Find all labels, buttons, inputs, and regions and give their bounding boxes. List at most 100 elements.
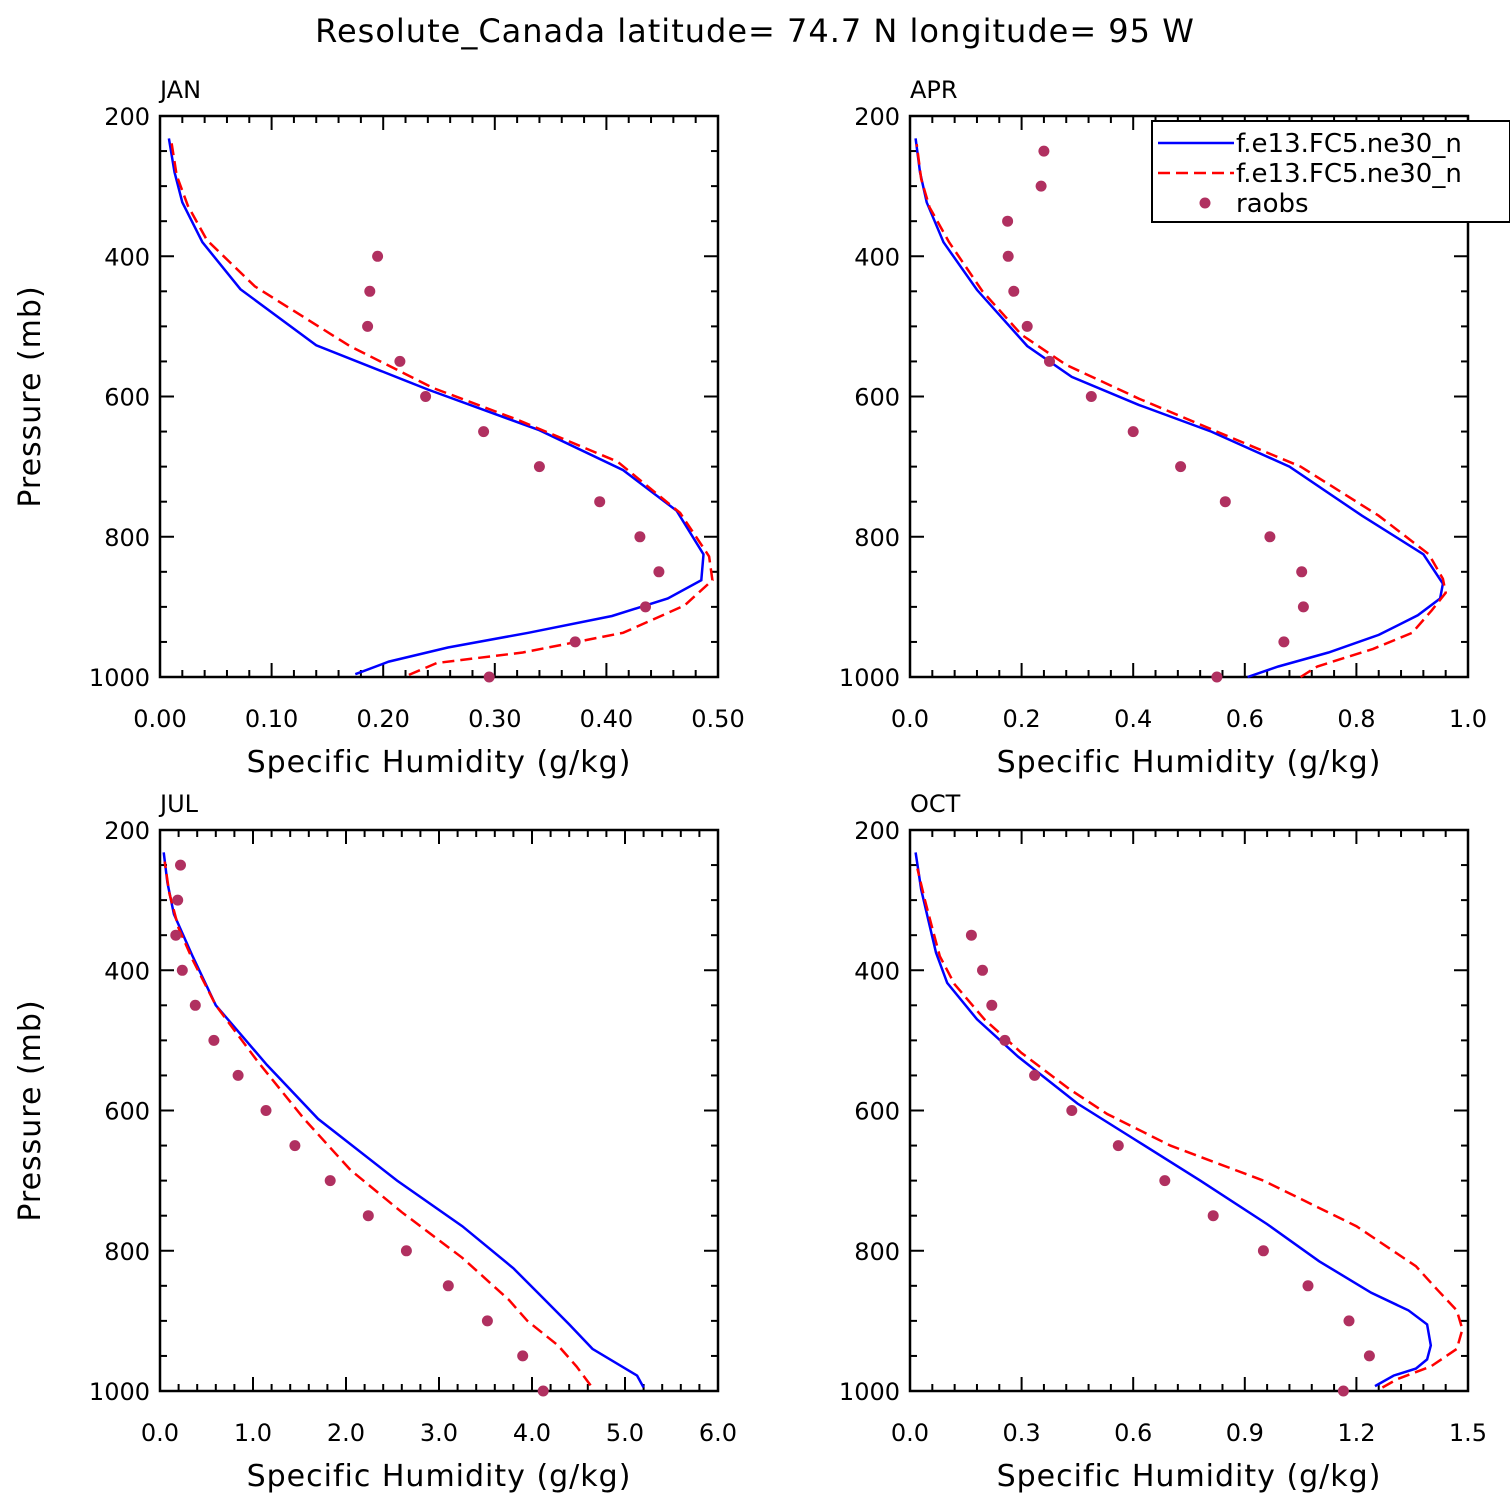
raobs-point [965,929,977,941]
raobs-point [1296,566,1308,578]
x-tick-label: 0.0 [891,705,929,733]
x-axis-label: Specific Humidity (g/kg) [247,1459,632,1494]
raobs-point [1337,1385,1349,1397]
x-tick-label: 6.0 [699,1419,737,1447]
y-tick-label: 800 [854,524,900,552]
raobs-point [1211,671,1223,683]
panel-label: JUL [158,790,199,818]
legend-marker-dot [1199,197,1211,209]
series-line-dashed [169,140,714,677]
y-tick-label: 400 [854,957,900,985]
plot-frame [158,114,720,679]
y-tick-label: 600 [854,384,900,412]
y-tick-label: 1000 [89,1378,150,1406]
y-axis-label: Pressure (mb) [13,285,48,507]
plot-frame [158,828,720,1393]
raobs-point [1035,180,1047,192]
x-tick-label: 0.3 [1003,1419,1041,1447]
raobs-point [1207,1210,1219,1222]
y-tick-label: 600 [104,384,150,412]
raobs-point [394,355,406,367]
raobs-point [362,1210,374,1222]
raobs-point [324,1175,336,1187]
raobs-point [172,894,184,906]
x-axis-label: Specific Humidity (g/kg) [247,745,632,780]
x-tick-label: 1.5 [1449,1419,1487,1447]
x-tick-label: 4.0 [513,1419,551,1447]
raobs-point [289,1140,301,1152]
raobs-point [1297,601,1309,613]
y-tick-label: 1000 [839,1378,900,1406]
panel-apr: APR 200 400 600 800 1000 0.0 0.2 0.4 0.6 0.8 1.0 Spe… [839,76,1487,780]
raobs-point [372,250,384,262]
x-tick-label: 0.10 [245,705,298,733]
raobs-point [481,1315,493,1327]
raobs-point [208,1034,220,1046]
series-line-solid [914,852,1433,1388]
legend-label: f.e13.FC5.ne30_n [1236,159,1462,189]
x-tick-label: 2.0 [327,1419,365,1447]
panel-label: OCT [910,790,961,818]
raobs-point [999,1034,1011,1046]
raobs-point [362,320,374,332]
panel-label: APR [910,76,958,104]
raobs-point [1038,145,1050,157]
x-tick-label: 0.4 [1114,705,1152,733]
y-tick-label: 800 [104,1238,150,1266]
raobs-point [594,496,606,508]
y-tick-label: 200 [854,103,900,131]
x-tick-label: 0.20 [356,705,409,733]
y-tick-label: 1000 [89,664,150,692]
series-line-solid [167,138,705,676]
y-tick-label: 200 [104,817,150,845]
x-tick-label: 1.0 [1449,705,1487,733]
y-tick-label: 600 [104,1098,150,1126]
y-tick-label: 400 [104,957,150,985]
raobs-point [1343,1315,1355,1327]
y-tick-label: 200 [854,817,900,845]
y-tick-label: 400 [104,243,150,271]
raobs-point [189,999,201,1011]
raobs-point [260,1105,272,1116]
raobs-point [537,1385,549,1397]
x-tick-label: 0.50 [691,705,744,733]
x-tick-label: 0.0 [141,1419,179,1447]
raobs-point [1029,1069,1041,1081]
raobs-point [1044,355,1055,367]
series-line-dashed [163,861,592,1387]
raobs-point [1112,1140,1124,1152]
raobs-point [1264,531,1276,543]
x-axis-label: Specific Humidity (g/kg) [997,745,1382,780]
legend-label: raobs [1236,189,1309,219]
y-tick-label: 800 [854,1238,900,1266]
series-line-dashed [915,143,1448,679]
x-tick-label: 1.2 [1337,1419,1375,1447]
raobs-point [1085,391,1097,402]
raobs-point [569,636,581,648]
raobs-point [1066,1105,1078,1116]
series-line-dashed [916,868,1464,1389]
x-tick-label: 0.9 [1226,1419,1264,1447]
raobs-point [364,285,376,297]
raobs-point [483,671,495,683]
x-tick-label: 0.6 [1226,705,1264,733]
panel-jul: JUL 200 400 600 800 1000 0.0 1.0 2.0 3.0 4.0 5.0 6.0… [13,790,737,1494]
raobs-point [232,1069,244,1081]
plot-frame [908,828,1470,1393]
raobs-point [1257,1245,1269,1257]
x-tick-label: 0.30 [468,705,521,733]
raobs-point [653,566,665,578]
x-tick-label: 0.2 [1003,705,1041,733]
raobs-point [1219,496,1231,508]
raobs-point [170,929,182,941]
raobs-point [634,531,646,543]
x-tick-label: 0.00 [133,705,186,733]
raobs-point [176,964,188,976]
raobs-point [442,1280,454,1292]
x-tick-label: 0.8 [1337,705,1375,733]
y-tick-label: 200 [104,103,150,131]
panel-label: JAN [158,76,201,104]
raobs-point [1002,250,1014,262]
x-tick-label: 0.0 [891,1419,929,1447]
